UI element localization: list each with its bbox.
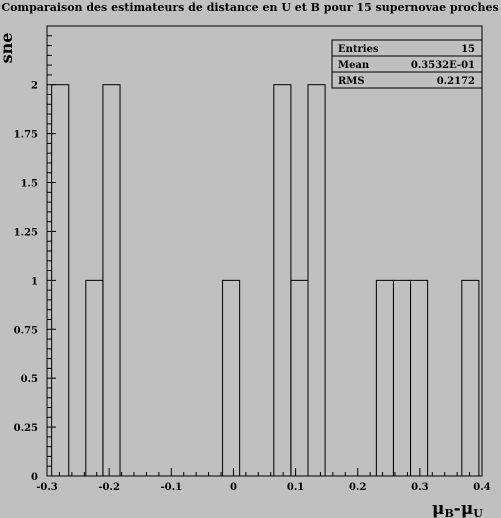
histogram-bin	[290, 279, 309, 477]
y-tick-label: 1	[31, 276, 38, 287]
y-tick-label: 0.25	[14, 423, 38, 434]
y-tick-label: 1.75	[14, 130, 38, 141]
y-tick-label: 0.75	[14, 325, 38, 336]
histogram-bin	[273, 84, 292, 477]
histogram-bars	[51, 84, 480, 477]
x-tick-label: -0.3	[36, 482, 58, 493]
stats-box-frame	[331, 39, 483, 89]
stats-rms-value: 0.2172	[437, 76, 475, 87]
y-tick-label: 2	[31, 81, 38, 92]
x-label-sub-b: B	[444, 507, 453, 518]
stats-mean-value: 0.3532E-01	[411, 60, 475, 71]
x-tick-label: 0.1	[287, 482, 304, 493]
histogram-bin	[410, 279, 429, 477]
y-axis-ticks: 0 0.25 0.5 0.75 1 1.25 1.5 1.75 2	[14, 25, 56, 483]
x-tick-label: 0	[230, 482, 237, 493]
y-tick-label: 1.25	[14, 227, 38, 238]
x-label-mu-u: μ	[461, 499, 473, 518]
histogram-bin	[85, 279, 104, 477]
y-tick-label: 0.5	[21, 374, 38, 385]
stats-rms-label: RMS	[338, 76, 365, 87]
x-tick-label: 0.3	[411, 482, 428, 493]
plot-frame	[46, 25, 483, 477]
x-label-dash: -	[454, 499, 461, 518]
y-axis-label: sne	[0, 33, 16, 64]
x-tick-label: 0.2	[349, 482, 366, 493]
histogram-bin	[461, 279, 480, 477]
histogram-bin	[392, 279, 412, 477]
x-tick-label: -0.2	[98, 482, 120, 493]
stats-mean-label: Mean	[338, 60, 370, 71]
histogram-bin	[222, 279, 241, 477]
stats-entries-label: Entries	[338, 44, 379, 55]
x-tick-label: -0.1	[161, 482, 183, 493]
y-tick-label: 1.5	[21, 179, 38, 190]
histogram-bin	[307, 84, 326, 477]
x-axis-label: μB-μU	[432, 499, 483, 518]
x-axis-ticks: -0.3 -0.2 -0.1 0 0.1 0.2 0.3 0.4	[36, 468, 491, 493]
histogram-bin	[102, 84, 121, 477]
x-label-mu-b: μ	[432, 499, 444, 518]
stats-box: Entries 15 Mean 0.3532E-01 RMS 0.2172	[331, 39, 483, 89]
histogram-bin	[375, 279, 394, 477]
x-label-sub-u: U	[473, 507, 483, 518]
chart-title: Comparaison des estimateurs de distance …	[1, 1, 498, 14]
stats-entries-value: 15	[461, 44, 475, 55]
y-tick-label: 0	[31, 472, 38, 483]
x-tick-label: 0.4	[473, 482, 490, 493]
